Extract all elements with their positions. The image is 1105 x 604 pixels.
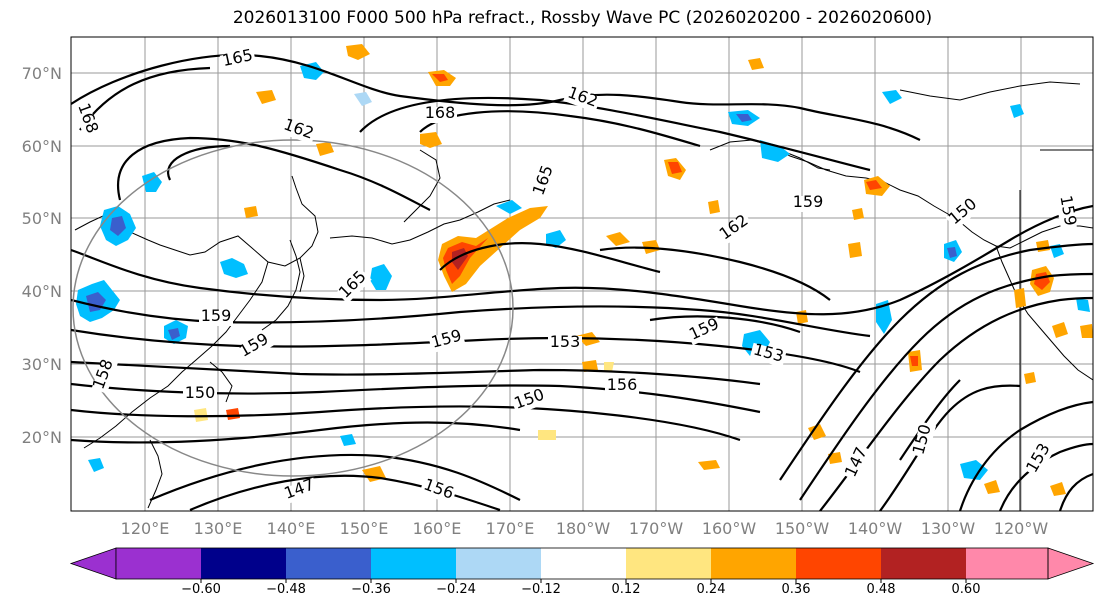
contour-label: 150: [185, 383, 216, 402]
colorbar-outline: [115, 547, 1049, 580]
longitude-label: 120°E: [121, 519, 170, 538]
contour-label: 153: [550, 332, 581, 351]
longitude-label: 150°E: [340, 519, 389, 538]
map-border: [70, 36, 1094, 512]
contour-label-bg: [843, 444, 873, 482]
contour-label-bg: [219, 48, 257, 72]
latitude-labels: 70°N 60°N 50°N 40°N 30°N 20°N: [22, 64, 62, 447]
longitude-label: 160°E: [413, 519, 462, 538]
contour-label-bg: [91, 356, 119, 394]
contour-label-bg: [716, 212, 754, 246]
longitude-label: 120°W: [994, 519, 1049, 538]
contour-label: 159: [201, 306, 232, 325]
colorbar-tick-label: −0.36: [351, 582, 391, 597]
colorbar-tick-label: 0.36: [782, 582, 811, 597]
longitude-label: 130°W: [921, 519, 976, 538]
colorbar-segment: [796, 548, 881, 579]
longitude-label: 150°W: [775, 519, 830, 538]
contour-label: 159: [793, 192, 824, 211]
longitude-label: 170°W: [629, 519, 684, 538]
colorbar-segment: [966, 548, 1048, 579]
colorbar-segment: [541, 548, 626, 579]
latitude-label: 50°N: [22, 209, 62, 228]
contour-label-bg: [1024, 440, 1056, 478]
colorbar-segment: [881, 548, 966, 579]
graticule-grid: [71, 37, 1093, 511]
colorbar-segment: [116, 548, 201, 579]
contour-label-bg: [279, 117, 317, 145]
longitude-label: 140°W: [848, 519, 903, 538]
contour-label-bg: [548, 336, 582, 352]
contour-label-bg: [945, 195, 983, 231]
figure-title: 2026013100 F000 500 hPa refract., Rossby…: [232, 8, 933, 28]
colorbar-segment: [626, 548, 711, 579]
colorbar: −0.60 −0.48 −0.36 −0.24 −0.12 0.12 0.24 0.36 0.4…: [69, 547, 1095, 597]
latitude-label: 20°N: [22, 428, 62, 447]
colorbar-segment: [371, 548, 456, 579]
contour-label-bg: [749, 342, 787, 368]
latitude-label: 40°N: [22, 282, 62, 301]
longitude-label: 180°W: [556, 519, 611, 538]
longitude-labels: 120°E 130°E 140°E 150°E 160°E 170°E 180°W 170°W…: [121, 519, 1049, 538]
contour-label-bg: [72, 100, 100, 138]
colorbar-segment: [456, 548, 541, 579]
contour-label-bg: [791, 196, 825, 212]
coastlines: [74, 81, 1093, 511]
contour-label-bg: [183, 387, 217, 403]
contour-label-bg: [511, 387, 549, 415]
latitude-label: 60°N: [22, 137, 62, 156]
great-circle-ring: [72, 139, 514, 477]
longitude-label: 170°E: [486, 519, 535, 538]
latitude-label: 30°N: [22, 355, 62, 374]
colorbar-extend-min: [69, 547, 117, 580]
colorbar-tick-label: −0.12: [521, 582, 561, 597]
colorbar-tick-label: −0.48: [266, 582, 306, 597]
colorbar-extend-max: [1047, 547, 1095, 580]
contour-label-bg: [428, 328, 466, 354]
contour-label-bg: [423, 107, 457, 123]
colorbar-tick-label: 0.12: [612, 582, 641, 597]
contour-label-bg: [911, 421, 937, 459]
colorbar-tick-label: 0.24: [697, 582, 726, 597]
colorbar-tick-label: −0.60: [181, 582, 221, 597]
longitude-label: 130°E: [194, 519, 243, 538]
contour-label-bg: [199, 310, 233, 326]
contour-label-bg: [1055, 192, 1077, 230]
colorbar-tick-label: −0.24: [436, 582, 476, 597]
colorbar-segment: [286, 548, 371, 579]
colorbar-tick-label: 0.48: [867, 582, 896, 597]
contour-label-bg: [605, 379, 639, 395]
contour-label: 168: [425, 103, 456, 122]
contour-label-bg: [336, 268, 372, 304]
latitude-label: 70°N: [22, 64, 62, 83]
colorbar-segment: [711, 548, 796, 579]
contour-label-bg: [236, 331, 274, 363]
contour-label-bg: [419, 477, 457, 505]
contour-label-bg: [563, 85, 601, 113]
contour-label-bg: [531, 162, 559, 200]
contour-label-bg: [686, 316, 724, 346]
contour-label: 156: [607, 375, 638, 394]
longitude-label: 140°E: [267, 519, 316, 538]
colorbar-tick-label: 0.60: [952, 582, 981, 597]
longitude-label: 160°W: [702, 519, 757, 538]
colorbar-segment: [201, 548, 286, 579]
contour-label-bg: [281, 477, 319, 505]
